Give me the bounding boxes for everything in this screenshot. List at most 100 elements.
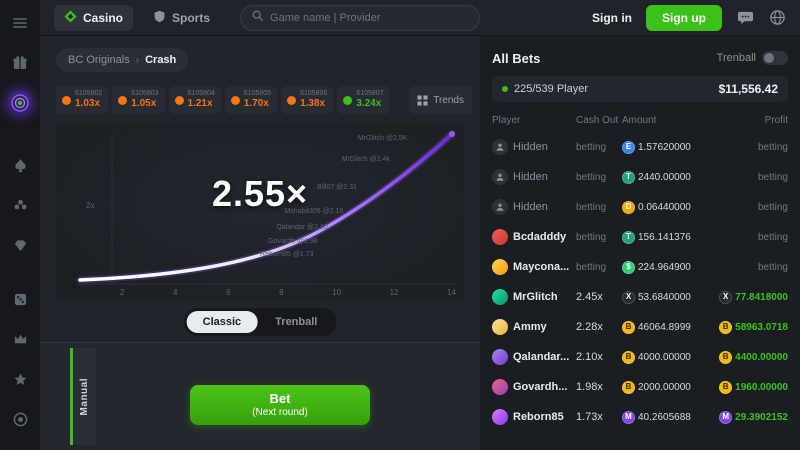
hidden-avatar-icon xyxy=(492,169,508,185)
crash-curve xyxy=(76,130,456,285)
player-name[interactable]: Govardh... xyxy=(513,381,568,393)
round-id: 6105806 xyxy=(300,90,328,98)
cashout-marker: MrGlitch @2.4k xyxy=(341,155,390,163)
bet-row: Hidden betting D 0.06440000 betting xyxy=(492,192,788,222)
player-name[interactable]: Reborn85 xyxy=(513,411,564,423)
cashout-value: 1.73x xyxy=(576,411,603,423)
profit-value: betting xyxy=(757,231,788,243)
trenball-toggle-label: Trenball xyxy=(716,52,756,64)
trends-button[interactable]: Trends xyxy=(409,86,472,114)
bet-amount: D 0.06440000 xyxy=(622,200,712,214)
round-multiplier: 1.05x xyxy=(131,98,157,110)
history-chip[interactable]: 6105806 1.38x xyxy=(281,86,334,114)
history-chip[interactable]: 6105803 1.05x xyxy=(112,86,165,114)
breadcrumb: BC Originals › Crash xyxy=(56,48,189,72)
sports-tab[interactable]: Sports xyxy=(143,5,220,31)
bet-amount: B 4000.00000 xyxy=(622,350,712,364)
round-result-dot xyxy=(62,95,71,105)
flower-icon[interactable] xyxy=(7,192,33,218)
coin-icon: T xyxy=(622,230,635,244)
round-multiplier: 1.21x xyxy=(187,98,213,110)
tab-classic[interactable]: Classic xyxy=(186,311,258,333)
hidden-avatar-icon xyxy=(492,199,508,215)
profit-value: betting xyxy=(757,201,788,213)
casino-tab[interactable]: Casino xyxy=(54,4,134,31)
col-player: Player xyxy=(492,114,521,126)
manual-mode-tab[interactable]: Manual xyxy=(70,348,96,445)
bet-amount: $224.964900 xyxy=(622,260,712,274)
players-summary-bar: 225/539 Player $11,556.42 xyxy=(492,76,788,102)
bet-button-sublabel: (Next round) xyxy=(252,406,308,418)
cashout-marker: Bill07 @2.31 xyxy=(317,183,357,191)
bet-row: MrGlitch 2.45x X 53.6840000 X 77.8418000 xyxy=(492,282,788,312)
search-input[interactable] xyxy=(270,11,470,24)
dice-icon[interactable] xyxy=(7,286,33,312)
history-chip[interactable]: 6105804 1.21x xyxy=(168,86,221,114)
bet-row: Reborn85 1.73x M 40.2605688 M 29.3902152 xyxy=(492,402,788,432)
round-id: 6105807 xyxy=(356,90,384,98)
round-result-dot xyxy=(118,95,128,105)
player-name[interactable]: Ammy xyxy=(513,321,547,333)
trends-button-label: Trends xyxy=(433,94,464,106)
profit-value: M 29.3902152 xyxy=(714,410,788,424)
sports-shield-icon xyxy=(153,10,166,26)
breadcrumb-current: Crash xyxy=(145,54,177,66)
manual-mode-label: Manual xyxy=(79,377,90,416)
cashout-value: betting xyxy=(576,171,607,183)
cashout-value: betting xyxy=(576,261,607,273)
history-chip[interactable]: 6105807 3.24x xyxy=(337,86,390,114)
bet-row: Ammy 2.28x B 46064.8999 B 58963.0718 xyxy=(492,312,788,342)
sign-up-button[interactable]: Sign up xyxy=(646,4,722,31)
chat-icon[interactable] xyxy=(736,9,754,27)
sidebar xyxy=(0,0,40,450)
menu-icon[interactable] xyxy=(7,10,33,36)
coin-icon[interactable] xyxy=(7,406,33,432)
account-area: Sign in Sign up xyxy=(592,4,786,31)
sign-in-button[interactable]: Sign in xyxy=(592,10,632,25)
x-axis-tick: 14 xyxy=(447,288,456,297)
cashout-marker: Mshabit305 @2.16 xyxy=(284,208,344,216)
tab-trenball[interactable]: Trenball xyxy=(259,311,333,333)
casino-nav-active-icon[interactable] xyxy=(7,90,33,116)
bet-row: Bcdadddy betting T 156.141376 betting xyxy=(492,222,788,252)
player-name[interactable]: Bcdadddy xyxy=(513,231,567,243)
current-multiplier: 2.55× xyxy=(211,173,309,215)
gem-icon[interactable] xyxy=(7,232,33,258)
history-chip[interactable]: 6105805 1.70x xyxy=(224,86,278,114)
profit-value: B 4400.00000 xyxy=(714,350,788,364)
bet-button[interactable]: Bet (Next round) xyxy=(190,385,370,425)
player-name[interactable]: Qalandar... xyxy=(513,351,570,363)
game-area: BC Originals › Crash 6105802 1.03x 6105803… xyxy=(40,36,480,450)
y-axis-label: 2x xyxy=(86,201,95,211)
trenball-toggle[interactable] xyxy=(762,51,788,65)
players-count: 225/539 Player xyxy=(514,83,588,95)
profit-value: betting xyxy=(757,171,788,183)
sports-tab-label: Sports xyxy=(172,10,211,25)
crown-icon[interactable] xyxy=(7,326,33,352)
search-box xyxy=(240,4,481,31)
player-name[interactable]: MrGlitch xyxy=(513,291,558,303)
language-globe-icon[interactable] xyxy=(768,9,786,27)
round-id: 6105802 xyxy=(75,90,103,98)
player-name[interactable]: Maycona... xyxy=(513,261,570,273)
cashout-value: betting xyxy=(576,201,607,213)
spade-icon[interactable] xyxy=(7,152,33,178)
player-avatar xyxy=(492,379,508,395)
all-bets-title: All Bets xyxy=(492,50,541,66)
bet-row: Hidden betting T 2440.00000 betting xyxy=(492,162,788,192)
breadcrumb-root-link[interactable]: BC Originals xyxy=(68,54,130,66)
cashout-value: 2.45x xyxy=(576,291,603,303)
bet-amount: B 2000.00000 xyxy=(622,380,712,394)
cashout-value: betting xyxy=(576,141,607,153)
star-icon[interactable] xyxy=(7,366,33,392)
coin-icon: B xyxy=(622,380,635,394)
gift-icon[interactable] xyxy=(7,50,33,76)
x-axis-tick: 6 xyxy=(226,288,231,297)
x-axis-tick: 2 xyxy=(120,288,125,297)
x-axis-tick: 4 xyxy=(173,288,178,297)
cashout-markers: MrGlitch @2.5K MrGlitch @2.4k Bill07 @2.31… xyxy=(56,124,464,300)
coin-icon: X xyxy=(622,290,635,304)
history-chip[interactable]: 6105802 1.03x xyxy=(56,86,109,114)
round-id: 6105805 xyxy=(243,90,272,98)
